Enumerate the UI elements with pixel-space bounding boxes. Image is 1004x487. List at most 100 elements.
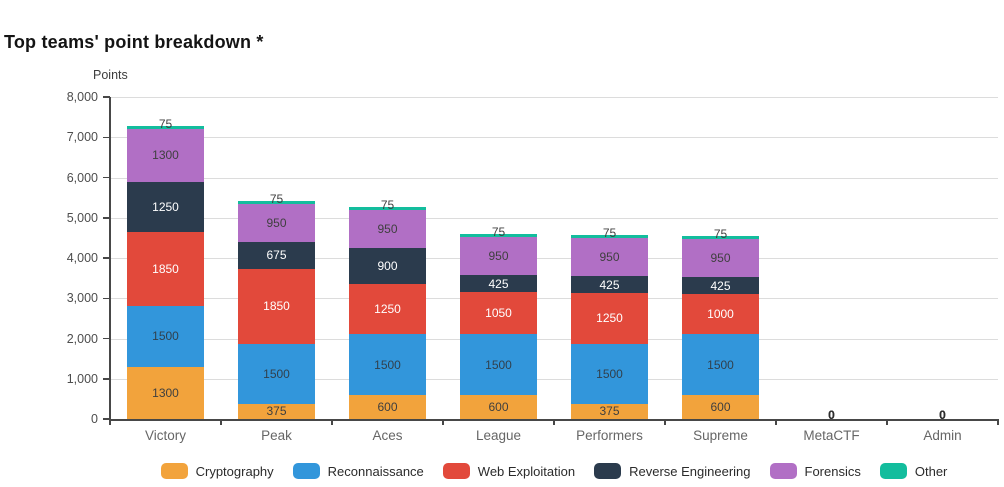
bar-segment-other[interactable] [682, 235, 759, 239]
y-axis-tick [103, 378, 110, 380]
zero-value-label: 0 [939, 408, 946, 422]
bar-segment-web-exploitation[interactable] [682, 294, 759, 335]
bar-segment-web-exploitation[interactable] [127, 231, 204, 307]
bar-value-label: 1300 [152, 385, 179, 400]
grid-line [110, 258, 998, 259]
y-tick-label: 6,000 [66, 170, 98, 185]
zero-value-label: 0 [939, 408, 946, 422]
bar-segment-forensics[interactable] [571, 237, 648, 277]
legend-label: Cryptography [195, 463, 274, 479]
x-axis-tick [331, 419, 333, 425]
bar-segment-web-exploitation[interactable] [238, 269, 315, 344]
x-category-label[interactable]: Victory [144, 428, 186, 443]
bar-value-label: 1000 [707, 307, 734, 322]
legend-label: Reverse Engineering [629, 463, 751, 479]
legend: Cryptography Reconnaissance Web Exploitati… [110, 463, 998, 479]
legend-swatch [879, 463, 907, 479]
bar-segment-cryptography[interactable] [349, 394, 426, 419]
y-axis-tick [103, 418, 110, 420]
bar-value-label: 75 [269, 191, 284, 206]
bar-value-label: 75 [158, 117, 173, 132]
x-axis-tick [109, 419, 111, 425]
bar-segment-reverse-engineering[interactable] [238, 241, 315, 270]
bar-value-label: 1250 [596, 311, 623, 326]
grid-line [110, 177, 998, 179]
bar-segment-reconnaissance[interactable] [460, 334, 537, 395]
bar-segment-forensics[interactable] [460, 236, 537, 276]
bar-value-label: 950 [377, 221, 398, 236]
bar-segment-forensics[interactable] [238, 203, 315, 242]
bar-segment-reverse-engineering[interactable] [460, 275, 537, 293]
bar-value-label: 75 [602, 225, 617, 240]
x-category-label[interactable]: League [475, 428, 522, 443]
bar-value-label: 1250 [374, 302, 401, 317]
legend-item-other[interactable]: Other [879, 463, 947, 479]
bar-value-label: 1500 [485, 357, 512, 372]
x-axis-tick [553, 419, 555, 425]
legend-label: Reconnaissance [327, 463, 424, 479]
bar-segment-cryptography[interactable] [238, 403, 315, 419]
bar-segment-reconnaissance[interactable] [682, 334, 759, 395]
bar-segment-reverse-engineering[interactable] [349, 247, 426, 285]
bar-value-label: 75 [380, 197, 395, 212]
x-category-label[interactable]: Supreme [693, 428, 748, 443]
zero-value-label: 0 [828, 408, 835, 422]
bar-segment-forensics[interactable] [682, 238, 759, 278]
bar-segment-cryptography[interactable] [571, 403, 648, 419]
legend-item-forensics[interactable]: Forensics [769, 463, 861, 479]
y-tick-label: 3,000 [66, 291, 98, 306]
bar-segment-web-exploitation[interactable] [349, 284, 426, 335]
bar-segment-cryptography[interactable] [127, 366, 204, 419]
bar-segment-reconnaissance[interactable] [238, 343, 315, 404]
bar-value-label: 1500 [374, 357, 401, 372]
x-category-label[interactable]: Peak [261, 428, 292, 443]
bar-segment-reverse-engineering[interactable] [682, 277, 759, 295]
bar-segment-reconnaissance[interactable] [349, 334, 426, 395]
bar-segment-reverse-engineering[interactable] [571, 276, 648, 294]
zero-value-label: 0 [939, 408, 946, 422]
bar-value-label: 425 [710, 278, 731, 293]
bar-value-label: 1500 [707, 357, 734, 372]
x-category-label[interactable]: Aces [372, 428, 403, 443]
y-axis-line [109, 97, 111, 419]
x-axis-tick [220, 419, 222, 425]
bar-segment-forensics[interactable] [349, 209, 426, 248]
legend-item-reverse-engineering[interactable]: Reverse Engineering [594, 463, 751, 479]
grid-line [110, 298, 998, 300]
x-category-label[interactable]: MetaCTF [803, 428, 860, 443]
bar-value-label: 75 [491, 224, 506, 239]
bar-segment-reconnaissance[interactable] [571, 343, 648, 404]
bar-value-label: 1050 [485, 306, 512, 321]
legend-item-reconnaissance[interactable]: Reconnaissance [292, 463, 424, 479]
bar-segment-web-exploitation[interactable] [571, 293, 648, 344]
bar-value-label: 600 [710, 399, 731, 414]
y-tick-label: 8,000 [66, 90, 98, 104]
bar-segment-other[interactable] [460, 233, 537, 237]
y-axis-tick [103, 297, 110, 299]
y-tick-label: 0 [91, 412, 98, 426]
x-category-label[interactable]: Admin [923, 428, 962, 443]
bar-value-label: 950 [599, 249, 620, 264]
bar-segment-other[interactable] [238, 200, 315, 204]
y-axis-tick [103, 136, 110, 138]
y-axis-tick [103, 217, 110, 219]
x-category-label[interactable]: Performers [576, 428, 643, 443]
bar-segment-cryptography[interactable] [682, 394, 759, 419]
bar-segment-forensics[interactable] [127, 129, 204, 182]
bar-segment-other[interactable] [571, 234, 648, 238]
legend-swatch [292, 463, 320, 479]
legend-item-cryptography[interactable]: Cryptography [160, 463, 274, 479]
zero-value-label: 0 [939, 408, 946, 422]
legend-item-web-exploitation[interactable]: Web Exploitation [442, 463, 575, 479]
grid-line [110, 217, 998, 219]
y-tick-label: 2,000 [66, 331, 98, 346]
bar-segment-web-exploitation[interactable] [460, 292, 537, 335]
bar-segment-other[interactable] [349, 206, 426, 210]
bar-segment-reconnaissance[interactable] [127, 306, 204, 367]
bar-segment-other[interactable] [127, 126, 204, 130]
grid-line [110, 137, 998, 139]
bar-segment-cryptography[interactable] [460, 394, 537, 419]
y-tick-label: 7,000 [66, 130, 98, 145]
bar-value-label: 900 [377, 259, 398, 274]
bar-segment-reverse-engineering[interactable] [127, 181, 204, 232]
